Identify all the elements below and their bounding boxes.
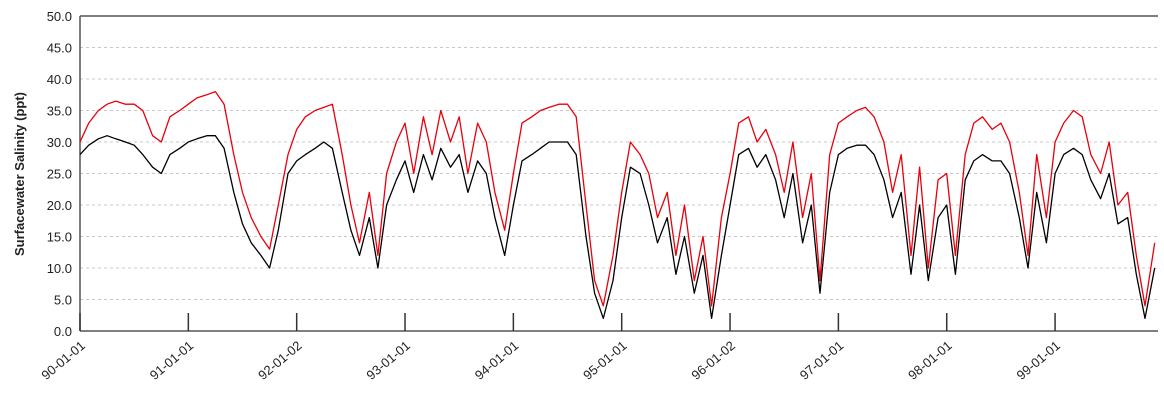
- y-tick-label: 30.0: [47, 135, 72, 150]
- y-tick-label: 35.0: [47, 104, 72, 119]
- x-tick-label: 97-01-01: [797, 338, 847, 383]
- x-tick-label: 99-01-01: [1013, 338, 1063, 383]
- y-tick-label: 10.0: [47, 261, 72, 276]
- x-tick-label: 91-01-01: [147, 338, 197, 383]
- y-tick-label: 25.0: [47, 167, 72, 182]
- y-tick-label: 20.0: [47, 198, 72, 213]
- x-tick-label: 92-01-02: [255, 338, 305, 383]
- x-tick-label: 94-01-01: [472, 338, 522, 383]
- y-axis-label: Surfacewater Salinity (ppt): [12, 92, 27, 256]
- x-tick-label: 95-01-01: [580, 338, 630, 383]
- y-tick-label: 0.0: [54, 324, 72, 339]
- x-tick-label: 96-01-02: [688, 338, 738, 383]
- y-tick-label: 50.0: [47, 9, 72, 24]
- x-tick-label: 93-01-01: [363, 338, 413, 383]
- series-line: [79, 90, 1156, 307]
- series-line: [79, 135, 1156, 320]
- y-tick-label: 5.0: [54, 293, 72, 308]
- y-tick-label: 45.0: [47, 41, 72, 56]
- y-tick-label: 40.0: [47, 72, 72, 87]
- x-tick-label: 90-01-01: [38, 338, 88, 383]
- y-tick-label: 15.0: [47, 230, 72, 245]
- x-tick-label: 98-01-01: [905, 338, 955, 383]
